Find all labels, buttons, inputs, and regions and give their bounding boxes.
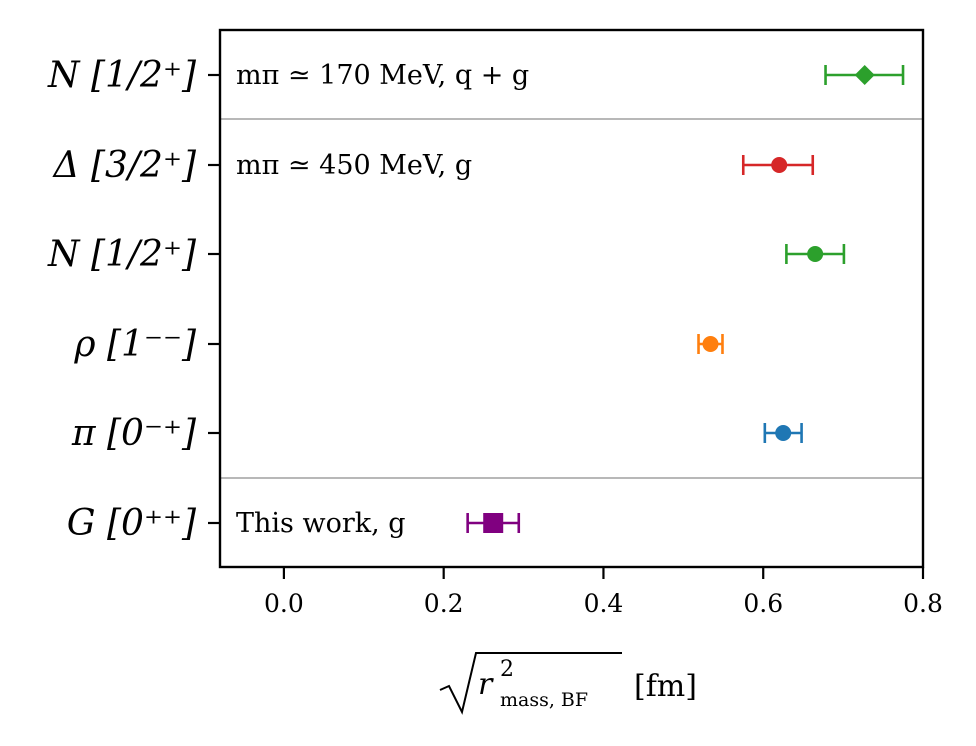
group-separators (220, 118, 923, 479)
data-point-4 (775, 425, 792, 441)
x-tick-label-3: 0.6 (743, 589, 783, 618)
y-tick-label-0: N [1/2⁺] (47, 55, 197, 96)
x-axis-label: r 2 mass, BF [fm] (439, 652, 697, 715)
annotations: mπ ≃ 170 MeV, q + g mπ ≃ 450 MeV, g This w… (236, 60, 529, 539)
y-tick-label-2: N [1/2⁺] (47, 234, 197, 275)
data-point-0 (854, 65, 875, 85)
data-point-5 (483, 513, 504, 533)
x-axis-ticks: 0.0 0.2 0.4 0.6 0.8 (264, 567, 943, 618)
x-label-sub: mass, BF (500, 689, 588, 711)
x-label-radicand: r (478, 667, 494, 702)
plot-frame (218, 28, 925, 569)
x-label-sup: 2 (500, 657, 514, 682)
y-tick-label-1: Δ [3/2⁺] (52, 145, 197, 186)
y-tick-label-5: G [0⁺⁺] (67, 503, 197, 544)
data-point-3 (702, 336, 719, 352)
x-tick-label-4: 0.8 (903, 589, 943, 618)
annotation-2: This work, g (236, 508, 406, 539)
error-bars (466, 65, 905, 533)
annotation-0: mπ ≃ 170 MeV, q + g (236, 60, 529, 91)
sqrt-sign (439, 652, 622, 715)
data-point-1 (771, 157, 788, 173)
x-tick-label-2: 0.4 (584, 589, 624, 618)
y-axis-ticks: N [1/2⁺] Δ [3/2⁺] N [1/2⁺] ρ [1⁻⁻] π [0⁻⁺] G … (47, 55, 220, 544)
x-label-unit: [fm] (634, 669, 697, 704)
annotation-1: mπ ≃ 450 MeV, g (236, 150, 472, 181)
y-tick-label-4: π [0⁻⁺] (71, 413, 197, 454)
x-tick-label-0: 0.0 (264, 589, 304, 618)
data-markers (483, 65, 875, 533)
x-tick-label-1: 0.2 (424, 589, 464, 618)
data-point-2 (807, 246, 824, 262)
y-tick-label-3: ρ [1⁻⁻] (73, 324, 197, 365)
